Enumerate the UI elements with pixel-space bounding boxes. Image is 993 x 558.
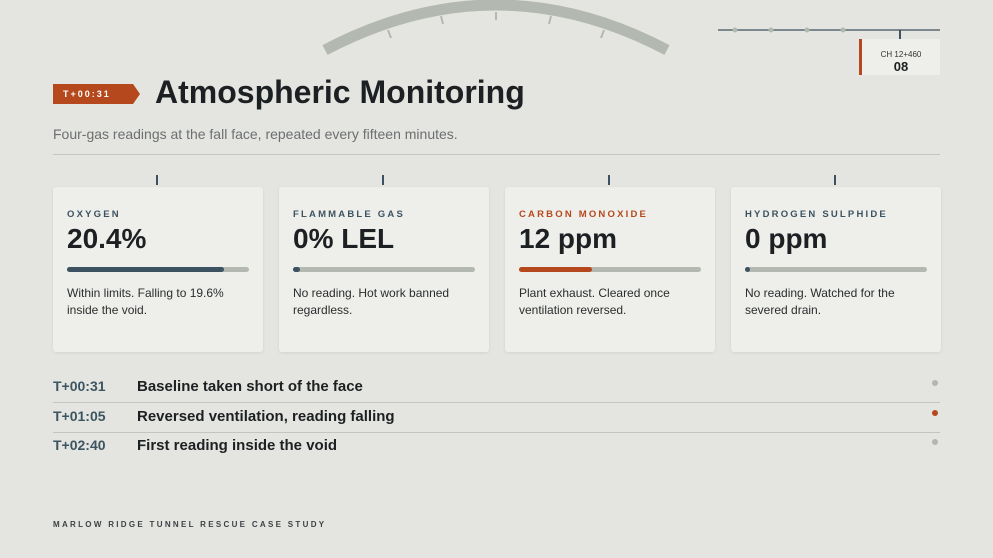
- gas-note: No reading. Hot work banned regardless.: [293, 286, 450, 317]
- timeline-row: T+00:31 Baseline taken short of the face: [53, 372, 940, 403]
- level-bar: [745, 267, 751, 272]
- title: Atmospheric Monitoring: [155, 74, 525, 110]
- gas-label: FLAMMABLE GAS: [293, 209, 405, 220]
- status-dot: [932, 439, 938, 445]
- slide-number: 08: [893, 59, 909, 74]
- subtitle: Four-gas readings at the fall face, repe…: [53, 126, 458, 142]
- gas-card: OXYGEN 20.4% Within limits. Falling to 19.…: [53, 175, 263, 352]
- divider: [53, 154, 940, 155]
- level-bar: [67, 267, 224, 272]
- status-dot: [932, 409, 938, 416]
- gas-label: HYDROGEN SULPHIDE: [745, 209, 888, 220]
- slide-tab: CH 12+460 08: [859, 39, 940, 75]
- pin: [156, 175, 158, 185]
- row-divider: [53, 402, 940, 403]
- gas-reading: 12 ppm: [519, 223, 618, 254]
- chainage: CH 12+460: [880, 50, 922, 59]
- pin: [382, 175, 384, 185]
- event-text: First reading inside the void: [137, 437, 338, 454]
- gas-reading: 0% LEL: [293, 223, 395, 254]
- level-track: [67, 267, 249, 272]
- footer: MARLOW RIDGE TUNNEL RESCUE CASE STUDY: [53, 520, 327, 529]
- gas-reading: 0 ppm: [745, 223, 828, 254]
- level-track: [745, 267, 927, 272]
- level-bar: [293, 267, 301, 272]
- gas-card: FLAMMABLE GAS 0% LEL No reading. Hot work …: [279, 175, 489, 352]
- gas-card: HYDROGEN SULPHIDE 0 ppm No reading. Watche…: [731, 175, 941, 352]
- gas-label: CARBON MONOXIDE: [519, 209, 649, 220]
- pin: [834, 175, 836, 185]
- level-track: [519, 267, 701, 272]
- level-bar: [519, 267, 592, 272]
- gas-note: No reading. Watched for the severed drai…: [745, 286, 895, 317]
- event-time: T+01:05: [53, 407, 106, 424]
- gas-card: CARBON MONOXIDE 12 ppm Plant exhaust. Clea…: [505, 175, 715, 352]
- event-time: T+02:40: [53, 437, 106, 453]
- event-text: Reversed ventilation, reading falling: [137, 407, 395, 425]
- timeline-row: T+02:40 First reading inside the void: [53, 431, 940, 460]
- timeline-row: T+01:05 Reversed ventilation, reading fal…: [53, 402, 940, 433]
- pin: [608, 175, 610, 185]
- level-track: [293, 267, 475, 272]
- time-badge: T+00:31: [53, 84, 140, 104]
- gas-note: Plant exhaust. Cleared once ventilation …: [519, 286, 670, 317]
- decoration: [322, 0, 940, 55]
- gas-reading: 20.4%: [67, 223, 147, 254]
- gas-label: OXYGEN: [67, 209, 121, 220]
- event-text: Baseline taken short of the face: [137, 378, 363, 395]
- status-dot: [932, 380, 938, 386]
- gas-note: Within limits. Falling to 19.6% inside t…: [67, 286, 224, 317]
- event-time: T+00:31: [53, 378, 106, 394]
- row-divider: [53, 431, 940, 433]
